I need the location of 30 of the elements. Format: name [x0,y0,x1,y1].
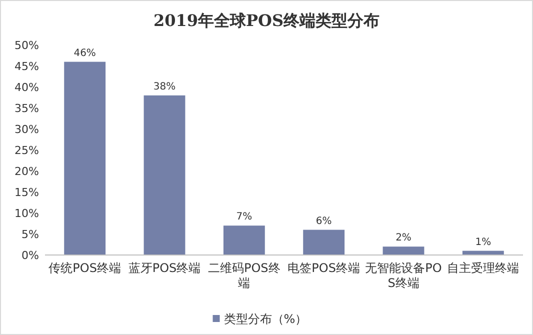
legend-label: 类型分布（%） [224,312,308,326]
x-tick-label: 电签POS终端 [288,261,360,275]
x-tick-label: 无智能设备POS终端 [365,261,442,290]
x-tick-label: 自主受理终端 [447,261,520,275]
y-tick-label: 15% [14,186,39,199]
data-label: 38% [153,81,176,92]
x-tick-label: 传统POS终端 [48,261,121,275]
data-label: 1% [475,236,492,248]
x-tick-label: 二维码POS终端 [208,261,280,290]
bar [64,62,106,255]
y-tick-label: 50% [14,39,39,52]
y-tick-label: 40% [14,81,39,94]
bar [303,230,345,255]
chart-title: 2019年全球POS终端类型分布 [153,11,380,30]
data-label: 6% [316,216,332,227]
x-tick-label: 蓝牙POS终端 [128,261,201,275]
bar [223,226,265,255]
y-tick-label: 35% [14,102,39,115]
y-tick-label: 10% [14,207,39,220]
bar [382,246,424,255]
y-tick-label: 5% [22,228,39,241]
data-label: 2% [396,232,412,244]
data-label: 7% [236,212,252,223]
bar [144,95,186,255]
data-label: 46% [74,48,96,59]
y-tick-label: 20% [14,165,39,178]
y-tick-label: 45% [14,60,39,73]
y-tick-label: 30% [14,123,39,136]
y-tick-label: 25% [14,144,39,157]
y-tick-label: 0% [22,249,39,262]
